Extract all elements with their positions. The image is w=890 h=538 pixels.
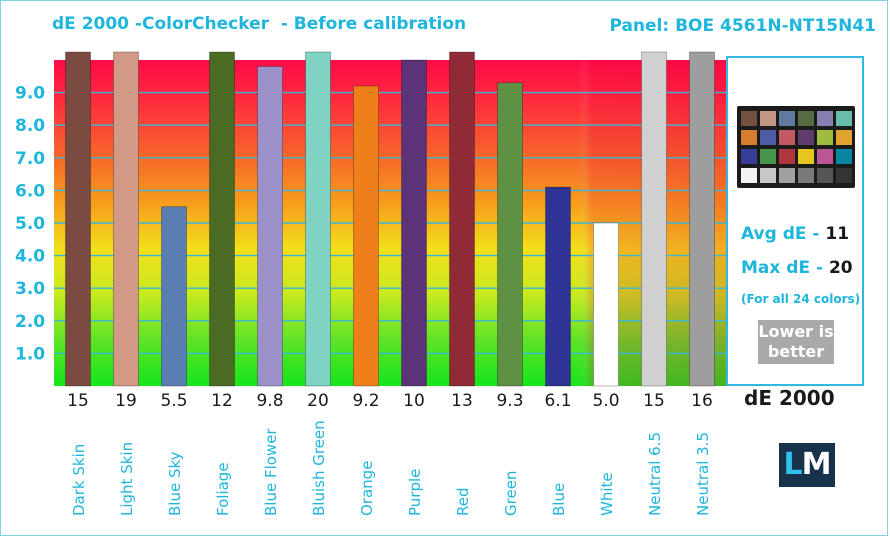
bar-foliage <box>209 51 235 387</box>
bar-neutral-65 <box>641 51 667 387</box>
y-tick-label: 4.0 <box>15 247 45 267</box>
y-tick-label: 2.0 <box>15 312 45 332</box>
x-tick-label: Foliage <box>214 462 232 516</box>
bar-dark-skin <box>65 51 91 387</box>
x-tick-label: Light Skin <box>118 442 136 516</box>
panel-label: Panel: BOE 4561N-NT15N41 <box>609 16 876 36</box>
y-tick-label: 3.0 <box>15 279 45 299</box>
max-de-value: 20 <box>828 258 853 278</box>
value-label: 6.1 <box>544 391 571 411</box>
x-tick-label: Bluish Green <box>310 420 328 516</box>
checker-swatch <box>798 130 814 145</box>
max-de-label: Max dE - <box>741 258 829 278</box>
checker-swatch <box>836 168 852 183</box>
checker-swatch <box>817 149 833 164</box>
value-label: 15 <box>643 391 665 411</box>
checker-swatch <box>836 149 852 164</box>
value-label: 19 <box>115 391 137 411</box>
y-tick-label: 1.0 <box>15 344 45 364</box>
value-label: 5.0 <box>592 391 619 411</box>
lower-line-2: better <box>767 342 825 361</box>
checker-swatch <box>798 149 814 164</box>
lower-line-1: Lower is <box>758 322 834 341</box>
avg-de-value: 11 <box>825 224 850 244</box>
value-label: 15 <box>67 391 89 411</box>
value-label: 16 <box>691 391 713 411</box>
y-tick-label: 7.0 <box>15 149 45 169</box>
bar-blue-flower <box>257 66 283 387</box>
bar-orange <box>353 85 379 387</box>
checker-swatch <box>760 168 776 183</box>
checker-swatch <box>798 111 814 126</box>
bar-bluish-green <box>305 51 331 387</box>
bar-green <box>497 82 523 387</box>
x-tick-label: Neutral 3.5 <box>694 432 712 516</box>
metric-label: dE 2000 <box>744 386 835 410</box>
value-label: 9.3 <box>496 391 523 411</box>
bar-blue <box>545 186 571 387</box>
value-label: 13 <box>451 391 473 411</box>
y-tick-label: 6.0 <box>15 181 45 201</box>
colors-note: (For all 24 colors) <box>741 292 861 306</box>
value-label: 9.8 <box>256 391 283 411</box>
x-tick-label: Blue <box>550 483 568 516</box>
x-tick-label: Green <box>502 471 520 516</box>
checker-swatch <box>798 168 814 183</box>
y-tick-label: 5.0 <box>15 214 45 234</box>
checker-swatch <box>836 111 852 126</box>
bar-neutral-35 <box>689 51 715 387</box>
checker-swatch <box>741 149 757 164</box>
x-tick-label: Blue Flower <box>262 428 280 516</box>
checker-swatch <box>779 168 795 183</box>
checker-swatch <box>741 130 757 145</box>
x-tick-label: White <box>598 472 616 516</box>
x-tick-label: Neutral 6.5 <box>646 432 664 516</box>
checker-swatch <box>817 130 833 145</box>
checker-swatch <box>741 168 757 183</box>
x-tick-label: Red <box>454 488 472 517</box>
x-tick-label: Orange <box>358 461 376 516</box>
value-label: 10 <box>403 391 425 411</box>
value-label: 12 <box>211 391 233 411</box>
x-tick-label: Dark Skin <box>70 444 88 516</box>
value-label: 20 <box>307 391 329 411</box>
x-tick-label: Purple <box>406 469 424 516</box>
bar-purple <box>401 59 427 387</box>
avg-de: Avg dE - 11 <box>741 224 849 244</box>
y-tick-label: 8.0 <box>15 116 45 136</box>
checker-swatch <box>760 111 776 126</box>
colorchecker-chart-icon <box>737 106 855 188</box>
value-label: 9.2 <box>352 391 379 411</box>
checker-swatch <box>779 111 795 126</box>
checker-swatch <box>779 149 795 164</box>
bar-blue-sky <box>161 206 187 387</box>
checker-swatch <box>760 149 776 164</box>
bar-red <box>449 51 475 387</box>
lower-is-better-badge: Lower is better <box>758 320 834 364</box>
laptopmedia-logo-icon: LM <box>779 443 835 487</box>
checker-swatch <box>760 130 776 145</box>
y-tick-label: 9.0 <box>15 84 45 104</box>
avg-de-label: Avg dE - <box>741 224 826 244</box>
checker-swatch <box>836 130 852 145</box>
checker-swatch <box>779 130 795 145</box>
value-label: 5.5 <box>160 391 187 411</box>
bar-white <box>593 222 619 387</box>
chart-title: dE 2000 -ColorChecker - Before calibrati… <box>52 14 467 34</box>
checker-swatch <box>817 168 833 183</box>
checker-swatch <box>817 111 833 126</box>
checker-swatch <box>741 111 757 126</box>
x-tick-label: Blue Sky <box>166 451 184 516</box>
bar-light-skin <box>113 51 139 387</box>
max-de: Max dE - 20 <box>741 258 853 278</box>
